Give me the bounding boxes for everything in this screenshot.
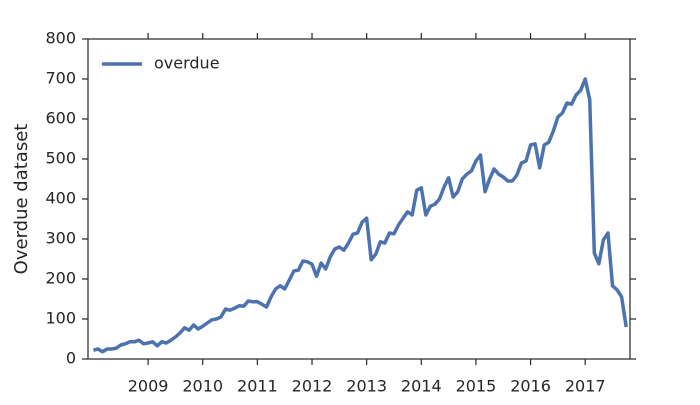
y-tick-label: 0 (66, 349, 76, 368)
x-tick-label: 2016 (510, 377, 551, 396)
x-tick-label: 2017 (565, 377, 606, 396)
y-tick-label: 700 (45, 69, 76, 88)
y-tick-label: 600 (45, 109, 76, 128)
y-tick-label: 100 (45, 309, 76, 328)
y-tick-label: 400 (45, 189, 76, 208)
y-axis-label: Overdue dataset (11, 124, 32, 275)
plot-frame (87, 38, 631, 360)
x-tick-label: 2011 (237, 377, 278, 396)
x-tick-label: 2013 (346, 377, 387, 396)
y-tick-label: 500 (45, 149, 76, 168)
y-tick-label: 300 (45, 229, 76, 248)
x-tick-label: 2015 (456, 377, 497, 396)
x-tick-label: 2012 (292, 377, 333, 396)
x-tick-label: 2014 (401, 377, 442, 396)
y-tick-label: 200 (45, 269, 76, 288)
legend-label: overdue (154, 54, 220, 73)
y-tick-label: 800 (45, 29, 76, 48)
x-tick-label: 2010 (182, 377, 223, 396)
line-series (93, 77, 628, 354)
x-tick-label: 2009 (128, 377, 169, 396)
